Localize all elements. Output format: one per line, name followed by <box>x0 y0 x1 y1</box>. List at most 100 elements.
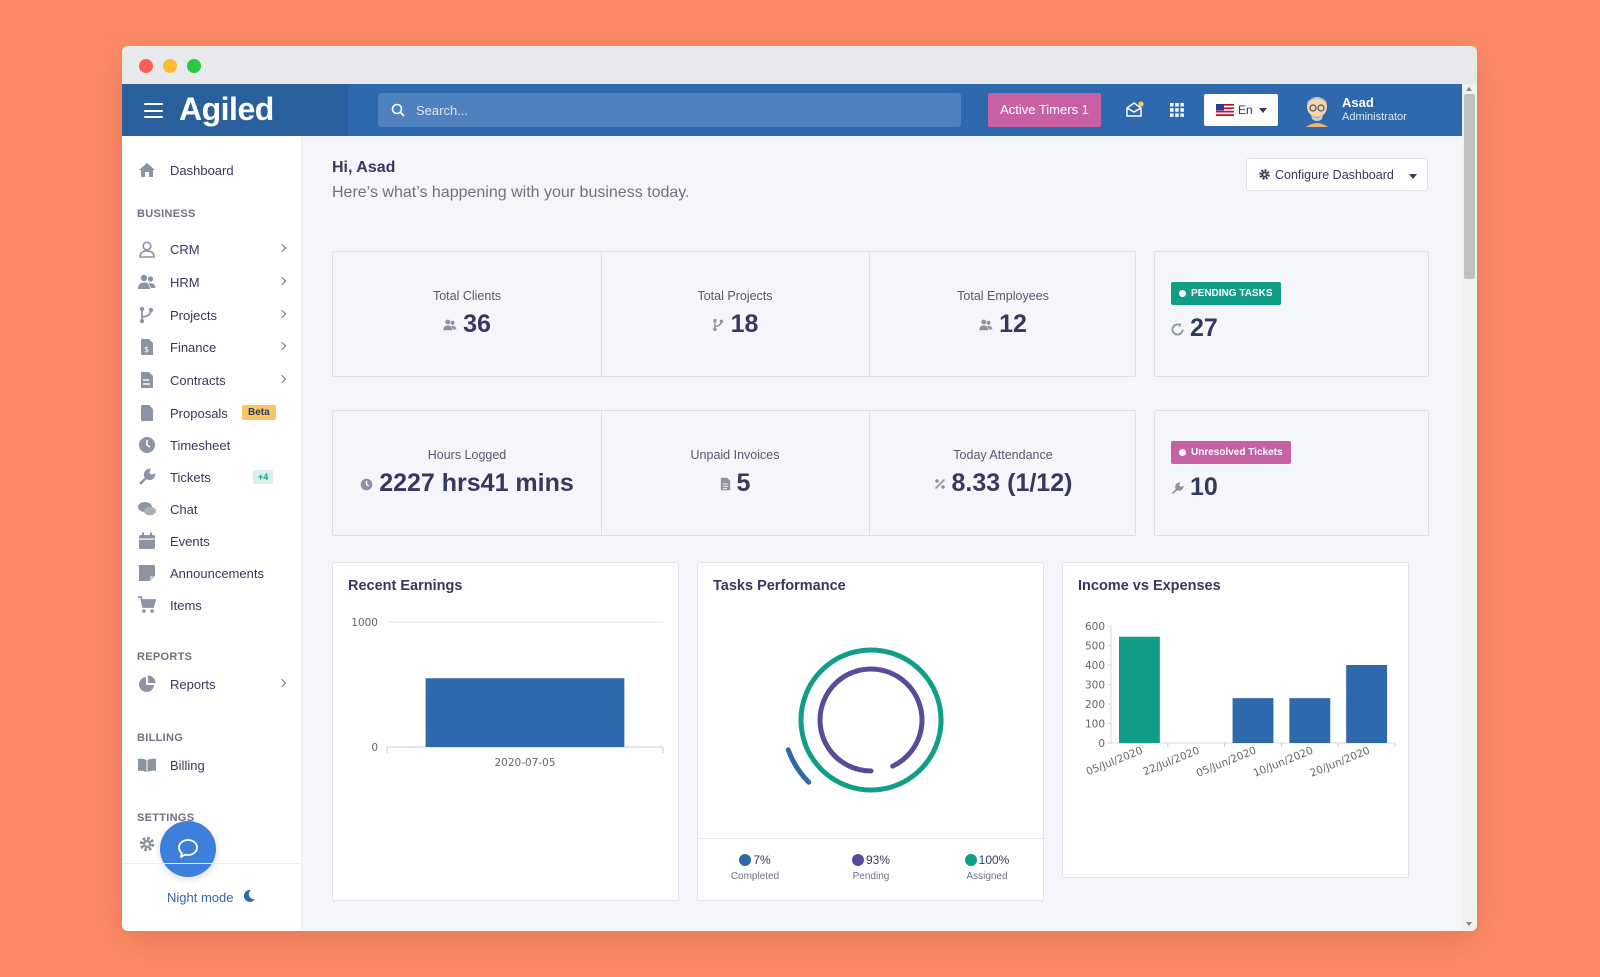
search-box[interactable] <box>378 93 961 127</box>
sidebar-item-items[interactable]: Items <box>122 591 302 619</box>
chevron-down-icon <box>1409 174 1417 179</box>
legend-swatch <box>851 854 864 866</box>
book-open-icon <box>138 758 156 772</box>
stat-total-projects[interactable]: Total Projects 18 <box>601 252 869 378</box>
avatar[interactable] <box>1302 93 1332 127</box>
chat-bubble-icon <box>178 839 198 858</box>
sidebar-item-projects[interactable]: Projects <box>122 301 302 329</box>
y-tick-label: 400 <box>1085 660 1105 672</box>
section-business: BUSINESS <box>137 208 196 220</box>
sidebar-item-finance[interactable]: $ Finance <box>122 333 302 361</box>
sidebar-item-crm[interactable]: CRM <box>122 235 302 263</box>
sidebar-item-timesheet[interactable]: Timesheet <box>122 431 302 459</box>
x-tick-label: 20/Jun/2020 <box>1308 745 1371 780</box>
sidebar-item-billing[interactable]: Billing <box>122 751 302 779</box>
wrench-icon <box>1171 482 1184 495</box>
y-tick-label: 0 <box>371 742 378 754</box>
stat-value-wrap: 18 <box>601 310 869 339</box>
stat-hours-logged[interactable]: Hours Logged 2227 hrs41 mins <box>333 411 601 537</box>
sidebar-item-label: Announcements <box>170 566 264 581</box>
stat-unpaid-invoices[interactable]: Unpaid Invoices 5 <box>601 411 869 537</box>
stat-value: 12 <box>999 310 1027 338</box>
configure-dashboard-button[interactable]: Configure Dashboard <box>1246 158 1428 191</box>
night-mode-label: Night mode <box>167 890 234 905</box>
stat-total-employees[interactable]: Total Employees 12 <box>869 252 1137 378</box>
app-logo[interactable]: Agiled <box>179 91 274 127</box>
apps-grid-icon[interactable] <box>1170 103 1184 117</box>
pending-tasks-badge: PENDING TASKS <box>1171 282 1281 305</box>
recent-earnings-chart: 1000 0 2020-07-05 <box>351 617 664 769</box>
chevron-down-icon <box>1259 108 1267 113</box>
stat-value: 8.33 (1/12) <box>951 469 1073 497</box>
sidebar-item-label: Timesheet <box>170 438 231 453</box>
tickets-count-badge: +4 <box>253 470 274 484</box>
close-window-button[interactable] <box>139 59 153 73</box>
user-name[interactable]: Asad <box>1342 95 1374 110</box>
scroll-down-icon[interactable] <box>1466 922 1472 926</box>
card-title: Tasks Performance <box>713 578 846 594</box>
sidebar-item-label: Tickets <box>170 470 211 485</box>
language-label: En <box>1238 103 1253 117</box>
sidebar-item-contracts[interactable]: Contracts <box>122 366 302 394</box>
ring-pending <box>817 666 925 774</box>
y-tick-label: 1000 <box>351 617 378 629</box>
chart-bar-expenses <box>1346 665 1388 743</box>
night-mode-toggle[interactable]: Night mode <box>122 863 302 931</box>
tasks-legend: 7% Completed 93% Pending 100% Assigned <box>698 838 1045 902</box>
search-input[interactable] <box>416 93 946 127</box>
legend-value: 100% <box>978 853 1010 867</box>
sidebar-item-hrm[interactable]: HRM <box>122 268 302 296</box>
scroll-up-icon[interactable] <box>1466 87 1472 91</box>
pending-tasks-card[interactable]: PENDING TASKS 27 <box>1154 251 1429 377</box>
sidebar-item-label: Proposals <box>170 406 228 421</box>
users-icon <box>443 319 457 331</box>
stat-value: 5 <box>736 469 751 497</box>
chat-launcher-button[interactable] <box>160 821 216 877</box>
sidebar-item-announcements[interactable]: Announcements <box>122 559 302 587</box>
gear-icon <box>139 836 155 852</box>
x-tick-label: 05/Jun/2020 <box>1195 745 1258 780</box>
card-title: Recent Earnings <box>348 578 463 594</box>
stat-value-wrap: 36 <box>333 310 601 339</box>
chart-bar-income <box>1118 636 1160 743</box>
y-tick-label: 200 <box>1085 699 1105 711</box>
unresolved-tickets-card[interactable]: Unresolved Tickets 10 <box>1154 410 1429 536</box>
sidebar-item-label: CRM <box>170 242 200 257</box>
stat-today-attendance[interactable]: Today Attendance 8.33 (1/12) <box>869 411 1137 537</box>
stat-total-clients[interactable]: Total Clients 36 <box>333 252 601 378</box>
sidebar-item-chat[interactable]: Chat <box>122 495 302 523</box>
sidebar-item-label: Chat <box>170 502 198 517</box>
sidebar-item-dashboard[interactable]: Dashboard <box>122 156 302 184</box>
active-timers-button[interactable]: Active Timers 1 <box>988 93 1101 127</box>
configure-dashboard-label: Configure Dashboard <box>1275 168 1394 182</box>
sidebar-item-label: Contracts <box>170 373 226 388</box>
language-selector[interactable]: En <box>1204 94 1278 126</box>
percent-icon <box>934 479 945 490</box>
section-billing: BILLING <box>137 732 184 744</box>
wrench-icon <box>139 468 156 485</box>
users-icon <box>979 319 993 331</box>
sidebar-item-proposals[interactable]: Proposals Beta <box>122 399 302 427</box>
x-tick-label: 2020-07-05 <box>494 757 555 769</box>
maximize-window-button[interactable] <box>187 59 201 73</box>
chart-bar-expenses <box>1232 698 1274 743</box>
scrollbar-thumb[interactable] <box>1464 94 1475 279</box>
chart-bar-expenses <box>1289 698 1331 743</box>
sidebar-item-tickets[interactable]: Tickets +4 <box>122 463 302 491</box>
legend-item-assigned: 100% Assigned <box>932 853 1042 882</box>
mail-notification-icon[interactable] <box>1126 101 1144 118</box>
menu-icon[interactable] <box>144 103 163 118</box>
user-role: Administrator <box>1342 111 1407 123</box>
sidebar-item-reports[interactable]: Reports <box>122 670 302 698</box>
stat-label: Total Projects <box>697 289 773 303</box>
chevron-right-icon <box>277 341 287 351</box>
app-window: Agiled Active Timers 1 En Asad Administr… <box>122 46 1477 931</box>
sidebar-item-events[interactable]: Events <box>122 527 302 555</box>
calendar-icon <box>139 532 155 549</box>
sidebar-item-label: Finance <box>170 340 217 355</box>
file-icon <box>141 405 153 421</box>
page-scrollbar[interactable] <box>1462 84 1477 931</box>
legend-item-completed: 7% Completed <box>700 853 810 882</box>
minimize-window-button[interactable] <box>163 59 177 73</box>
divider <box>601 411 602 537</box>
